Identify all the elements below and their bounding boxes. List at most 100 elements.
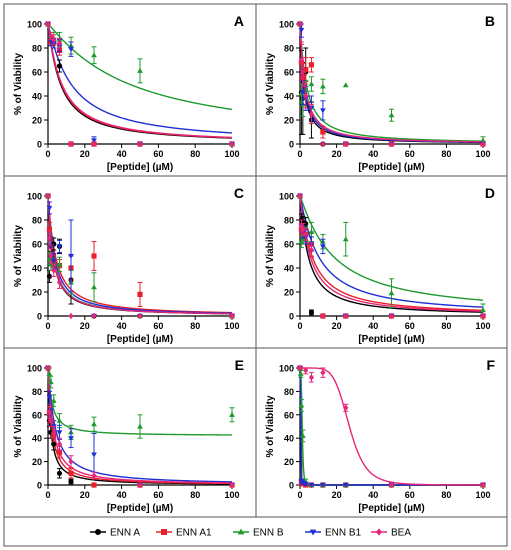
data-point [137, 140, 143, 148]
data-point [297, 370, 304, 376]
data-point [56, 261, 63, 267]
y-tick-label: 80 [284, 387, 294, 397]
data-point [46, 370, 53, 376]
data-point [56, 440, 63, 448]
data-point [303, 92, 309, 100]
fit-curve-bea [47, 23, 233, 139]
data-point [91, 52, 97, 58]
x-tick-label: 100 [475, 490, 490, 500]
x-tick-label: 20 [332, 149, 342, 159]
series-bea [45, 20, 235, 148]
data-point [342, 482, 349, 488]
data-point [342, 82, 349, 88]
y-axis-label: % of Viability [13, 53, 24, 115]
panel-letter: E [235, 357, 244, 373]
y-tick-label: 0 [37, 312, 42, 322]
data-point [56, 244, 63, 250]
data-point [480, 312, 486, 320]
data-point [137, 423, 143, 429]
data-point [308, 229, 315, 235]
data-point [46, 205, 53, 211]
x-axis-label: [Peptide] (µM) [107, 162, 173, 173]
data-point [480, 137, 486, 143]
data-point [91, 138, 97, 144]
data-point [298, 56, 305, 64]
x-tick-label: 0 [45, 490, 50, 500]
y-tick-label: 100 [279, 20, 294, 30]
data-point [91, 472, 97, 479]
legend-frame [3, 516, 508, 547]
y-tick-label: 60 [32, 410, 42, 420]
data-point [320, 369, 326, 376]
data-point [91, 421, 97, 427]
data-point [45, 192, 51, 200]
data-point [51, 36, 57, 43]
panel-letter: D [485, 185, 495, 201]
x-axis-label: [Peptide] (µM) [107, 503, 173, 514]
data-point [56, 417, 63, 423]
data-point [51, 441, 57, 447]
data-point [46, 234, 53, 242]
fit-curve-enn-b [47, 23, 233, 111]
x-tick-label: 80 [441, 321, 451, 331]
y-axis-label: % of Viability [13, 395, 24, 457]
x-tick-label: 80 [441, 149, 451, 159]
y-tick-label: 0 [289, 312, 294, 322]
data-point [56, 470, 63, 476]
data-point [91, 140, 97, 148]
y-axis-label: % of Viability [13, 225, 24, 287]
x-tick-label: 80 [441, 490, 451, 500]
y-tick-label: 100 [27, 192, 42, 202]
fit-curve-enn-b1 [47, 367, 233, 483]
panel-letter: F [486, 357, 495, 373]
data-point [51, 267, 57, 274]
data-point [480, 307, 486, 313]
data-point [91, 312, 97, 320]
series-bea [297, 364, 486, 489]
data-point [320, 108, 326, 114]
data-point [297, 192, 303, 200]
data-point [342, 236, 349, 242]
x-axis-label: [Peptide] (µM) [358, 503, 424, 514]
x-tick-label: 40 [117, 149, 127, 159]
panel-c: 0 20 40 60 80 100 0 20 40 60 80 100 [Peptide] (µM) % … [3, 175, 257, 349]
x-tick-label: 40 [368, 149, 378, 159]
data-point [308, 62, 315, 68]
x-tick-label: 40 [117, 321, 127, 331]
fit-curve-bea [299, 23, 484, 143]
y-tick-label: 0 [37, 140, 42, 150]
data-point [48, 379, 54, 385]
legend-label: ENN A1 [176, 528, 212, 539]
data-point [299, 432, 306, 438]
panel-frame [3, 3, 257, 177]
data-point [229, 140, 235, 148]
y-tick-label: 40 [284, 92, 294, 102]
data-point [320, 83, 326, 89]
data-point [46, 409, 53, 416]
data-point [388, 290, 395, 296]
fit-curve-bea [47, 367, 233, 484]
data-point [137, 481, 143, 489]
legend: ENN A ENN A1 ENN B ENN B1 BEA [3, 516, 508, 547]
x-tick-label: 100 [224, 490, 239, 500]
data-point [56, 63, 63, 69]
legend-marker [95, 529, 101, 535]
y-tick-label: 60 [32, 240, 42, 250]
y-tick-label: 0 [289, 481, 294, 491]
y-tick-label: 80 [32, 44, 42, 54]
data-point [320, 129, 326, 135]
data-point [51, 429, 57, 436]
x-axis-label: [Peptide] (µM) [107, 334, 173, 345]
y-tick-label: 80 [284, 216, 294, 226]
fit-curve-enn-b1 [47, 23, 233, 134]
panel-letter: A [234, 13, 244, 29]
data-point [308, 81, 315, 87]
data-point [68, 470, 74, 476]
data-point [388, 112, 395, 118]
panel-frame [3, 347, 257, 518]
data-point [320, 140, 326, 148]
panel-frame [3, 175, 257, 349]
y-tick-label: 20 [284, 288, 294, 298]
data-point [308, 482, 315, 488]
